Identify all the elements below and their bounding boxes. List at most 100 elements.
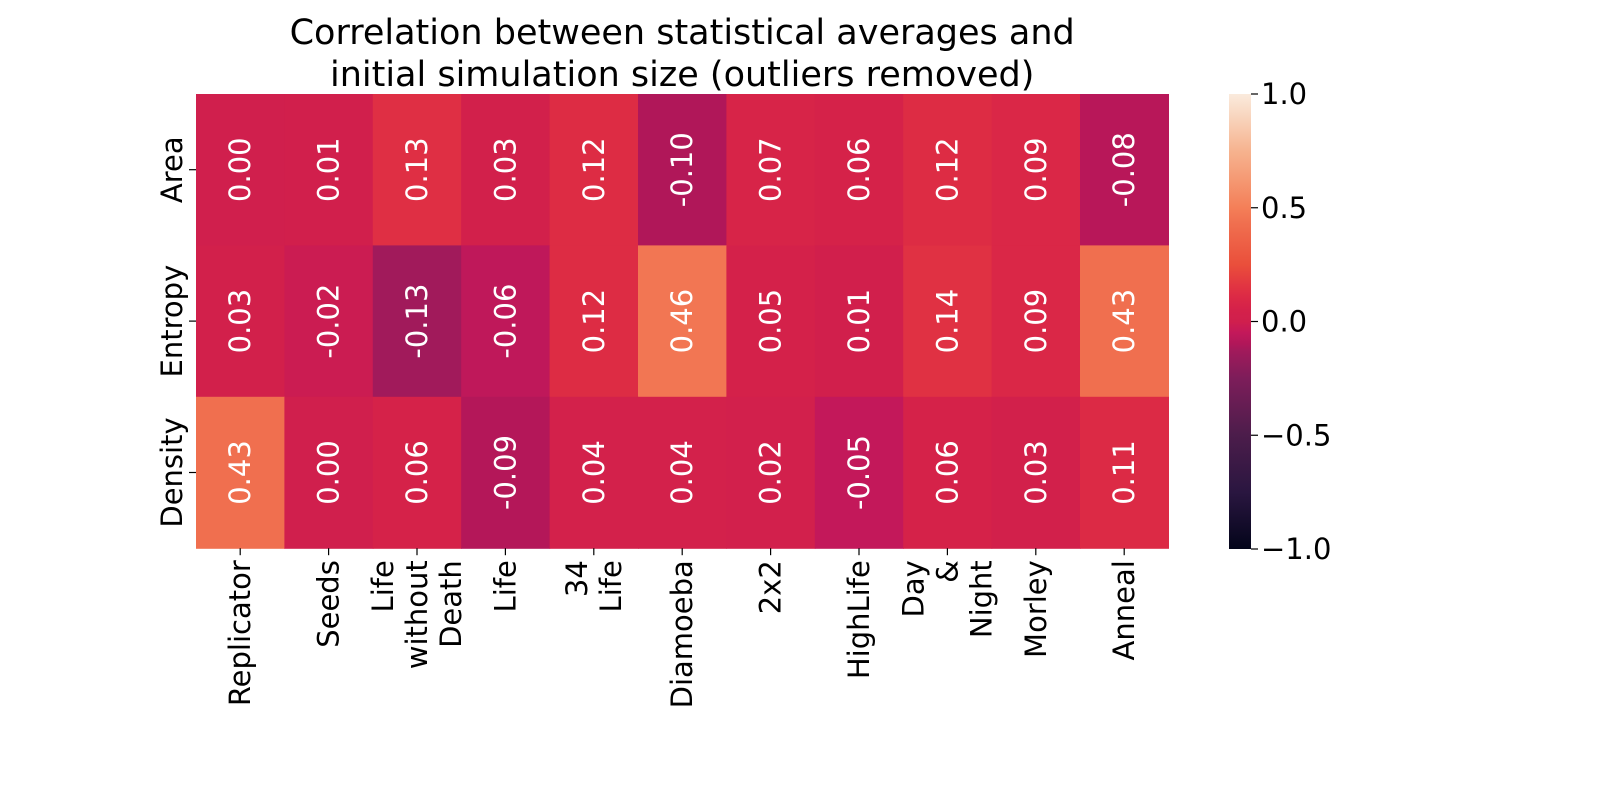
- cell-value-label: 0.14: [930, 289, 964, 354]
- y-tick-label: Density: [155, 417, 189, 527]
- heatmap-cell: [814, 396, 904, 549]
- cell-value-label: 0.03: [223, 289, 257, 354]
- heatmap-cell: [903, 396, 993, 549]
- heatmap-cell: [726, 94, 816, 246]
- colorbar-tick-label: 0.0: [1261, 305, 1307, 339]
- y-axis: Area Entropy Density: [155, 136, 196, 528]
- x-tick-label-line: Diamoeba: [665, 560, 699, 708]
- heatmap-cell: [903, 94, 993, 246]
- x-tick-label: Life without Death: [366, 560, 468, 669]
- x-tick-label: 34 Life: [560, 560, 628, 612]
- cell-value-label: 0.01: [842, 289, 876, 354]
- cell-value-label: 0.04: [577, 440, 611, 505]
- chart-title-line: initial simulation size (outliers remove…: [330, 55, 1034, 95]
- heatmap-cell: [284, 245, 374, 398]
- cell-value-label: -0.08: [1107, 132, 1141, 207]
- cell-value-label: 0.12: [577, 289, 611, 354]
- cell-value-label: 0.46: [665, 289, 699, 354]
- colorbar-tick-label: −0.5: [1261, 418, 1331, 452]
- x-tick-label: Morley: [1019, 560, 1053, 658]
- cell-value-label: -0.05: [842, 435, 876, 510]
- x-tick-label: Seeds: [312, 560, 346, 648]
- cell-value-label: 0.43: [1107, 289, 1141, 354]
- cell-value-label: 0.09: [1019, 289, 1053, 354]
- heatmap-cell: [196, 245, 285, 398]
- x-tick-label-line: 2x2: [754, 560, 788, 614]
- heatmap-cells: 0.00 0.01 0.13 0.03 0.12 -0.10 0.07 0.06 0.12 0.0…: [196, 94, 1169, 549]
- x-tick-label: Diamoeba: [665, 560, 699, 708]
- cell-value-label: 0.43: [223, 440, 257, 505]
- heatmap-cell: [284, 396, 374, 549]
- colorbar-tick-label: −1.0: [1261, 532, 1331, 566]
- cell-value-label: 0.05: [754, 289, 788, 354]
- heatmap-cell: [903, 245, 993, 398]
- x-tick-label-line: Night: [964, 560, 998, 638]
- cell-value-label: 0.09: [1019, 137, 1053, 202]
- heatmap-cell: [814, 94, 904, 246]
- heatmap-cell: [372, 245, 462, 398]
- cell-value-label: 0.00: [312, 440, 346, 505]
- heatmap-cell: [461, 396, 551, 549]
- x-tick-label: Day & Night: [896, 560, 998, 638]
- heatmap-cell: [1080, 94, 1169, 246]
- cell-value-label: 0.12: [930, 137, 964, 202]
- x-tick-label-line: Morley: [1019, 560, 1053, 658]
- heatmap-cell: [991, 396, 1081, 549]
- cell-value-label: 0.13: [400, 137, 434, 202]
- colorbar-tick-label: 0.5: [1261, 191, 1307, 225]
- x-tick-label-line: &: [930, 560, 964, 583]
- cell-value-label: 0.00: [223, 137, 257, 202]
- cell-value-label: 0.06: [842, 137, 876, 202]
- heatmap-cell: [991, 94, 1081, 246]
- x-tick-label-line: Anneal: [1107, 560, 1141, 660]
- x-tick-label-line: Death: [434, 560, 468, 648]
- cell-value-label: 0.07: [754, 137, 788, 202]
- x-axis: Replicator Seeds Life without Death Life 34 Lif…: [223, 548, 1141, 708]
- x-tick-label: HighLife: [842, 560, 876, 679]
- heatmap-cell: [461, 245, 551, 398]
- x-tick-label: 2x2: [754, 560, 788, 614]
- y-tick-label: Entropy: [155, 265, 189, 378]
- heatmap-cell: [638, 396, 727, 549]
- cell-value-label: 0.03: [488, 137, 522, 202]
- heatmap-cell: [726, 396, 816, 549]
- x-tick-label-line: Replicator: [223, 560, 257, 706]
- x-tick-label-line: Day: [896, 560, 930, 617]
- cell-value-label: -0.10: [665, 132, 699, 207]
- heatmap-cell: [991, 245, 1081, 398]
- heatmap-cell: [1080, 396, 1169, 549]
- cell-value-label: -0.13: [400, 284, 434, 359]
- chart-title-line: Correlation between statistical averages…: [290, 13, 1075, 53]
- x-tick-label: Replicator: [223, 560, 257, 706]
- cell-value-label: 0.01: [312, 137, 346, 202]
- cell-value-label: 0.12: [577, 137, 611, 202]
- cell-value-label: -0.06: [488, 284, 522, 359]
- x-tick-label-line: Life: [488, 560, 522, 612]
- heatmap-cell: [1080, 245, 1169, 398]
- heatmap-cell: [549, 396, 639, 549]
- x-tick-label: Life: [488, 560, 522, 612]
- cell-value-label: 0.03: [1019, 440, 1053, 505]
- x-tick-label-line: HighLife: [842, 560, 876, 679]
- heatmap-cell: [196, 94, 285, 246]
- heatmap-cell: [638, 245, 727, 398]
- x-tick-label-line: 34: [560, 560, 594, 597]
- heatmap-cell: [372, 94, 462, 246]
- heatmap-cell: [549, 94, 639, 246]
- colorbar-tick-label: 1.0: [1261, 77, 1307, 111]
- heatmap-cell: [814, 245, 904, 398]
- cell-value-label: 0.02: [754, 440, 788, 505]
- heatmap-cell: [372, 396, 462, 549]
- chart-title: Correlation between statistical averages…: [290, 13, 1075, 95]
- heatmap-cell: [461, 94, 551, 246]
- heatmap-cell: [284, 94, 374, 246]
- cell-value-label: 0.04: [665, 440, 699, 505]
- cell-value-label: -0.09: [488, 435, 522, 510]
- heatmap-cell: [196, 396, 285, 549]
- heatmap-cell: [726, 245, 816, 398]
- x-tick-label-line: Life: [366, 560, 400, 612]
- x-tick-label-line: without: [400, 560, 434, 669]
- heatmap-cell: [549, 245, 639, 398]
- cell-value-label: -0.02: [312, 284, 346, 359]
